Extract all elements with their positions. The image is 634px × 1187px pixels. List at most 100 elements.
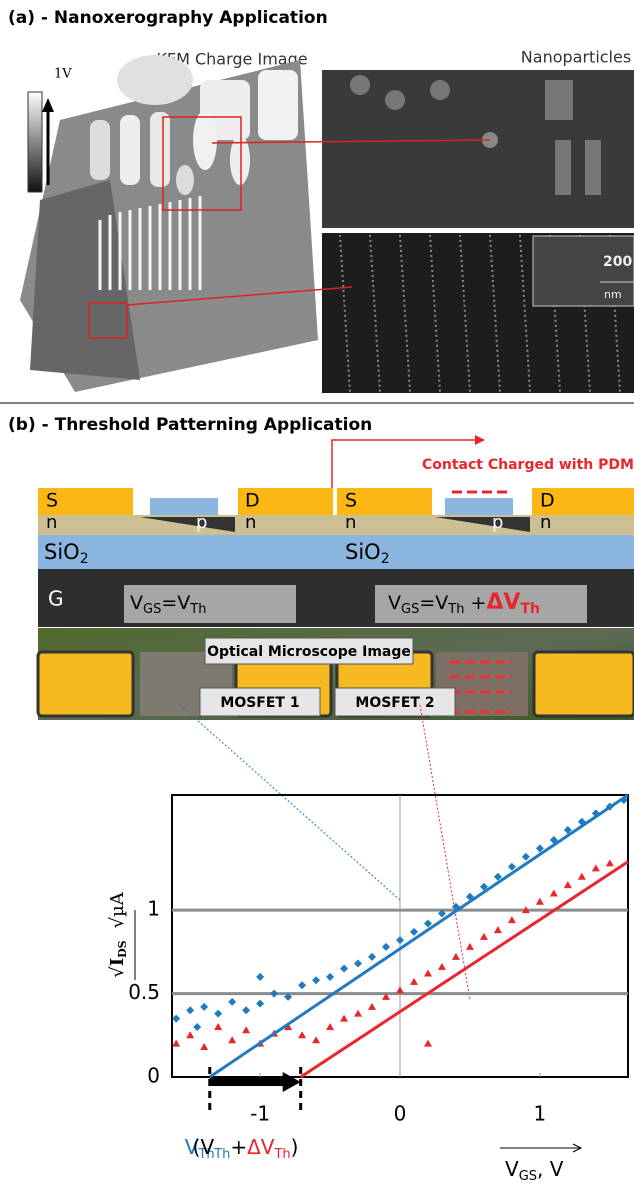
- data-point: [578, 873, 586, 880]
- doping-label: n: [46, 512, 57, 533]
- text: V: [505, 1157, 519, 1181]
- data-point: [298, 981, 306, 989]
- data-point: [368, 953, 376, 961]
- data-point: [592, 864, 600, 871]
- x-axis-label: VGS, V: [505, 1157, 564, 1184]
- text: GS: [519, 1169, 537, 1184]
- data-point: [410, 928, 418, 936]
- data-point: [508, 863, 516, 871]
- y-tick-label: 0.5: [128, 980, 160, 1004]
- data-point: [242, 1006, 250, 1014]
- data-point: [424, 970, 432, 977]
- data-point: [214, 1023, 222, 1030]
- data-point: [214, 1010, 222, 1018]
- data-point: [298, 1031, 306, 1038]
- doping-label: n: [345, 512, 356, 533]
- text: Th: [273, 1147, 290, 1162]
- text: Th: [213, 1147, 230, 1162]
- y-tick-label: 0: [147, 1064, 160, 1088]
- data-point: [410, 978, 418, 985]
- data-point: [340, 965, 348, 973]
- data-point: [424, 1040, 432, 1047]
- inset-unit: nm: [604, 288, 622, 301]
- text: +: [464, 592, 486, 614]
- y-axis-label: √IDS √µA: [107, 891, 129, 978]
- data-point: [354, 1010, 362, 1017]
- device-label: MOSFET 2: [355, 695, 434, 711]
- data-point: [200, 1003, 208, 1011]
- annotation: Contact Charged with PDMS: [422, 457, 634, 473]
- data-point: [312, 1036, 320, 1043]
- data-point: [172, 1015, 180, 1023]
- text: SiO: [44, 540, 80, 564]
- y-tick-label: 1: [147, 897, 160, 921]
- data-point: [452, 953, 460, 960]
- data-point: [368, 1003, 376, 1010]
- doping-label: p: [196, 512, 207, 533]
- optical-image: [38, 628, 634, 720]
- data-point: [228, 998, 236, 1006]
- text: Th: [189, 602, 206, 617]
- text: ΔV: [247, 1135, 275, 1159]
- data-point: [606, 859, 614, 866]
- fit-line: [301, 862, 628, 1077]
- scale-label: 1V: [54, 67, 72, 82]
- data-point: [550, 889, 558, 896]
- text: V: [130, 592, 143, 614]
- data-point: [200, 1043, 208, 1050]
- text: V: [388, 592, 401, 614]
- inset-label: 200: [603, 254, 632, 270]
- text: I: [107, 958, 128, 966]
- data-point: [242, 1026, 250, 1033]
- data-point: [340, 1015, 348, 1022]
- text: GS: [143, 602, 161, 617]
- data-point: [193, 1023, 201, 1031]
- doping-label: n: [245, 512, 256, 533]
- data-point: [256, 973, 264, 981]
- data-point: [466, 943, 474, 950]
- data-point: [354, 960, 362, 968]
- terminal-label: D: [245, 490, 260, 512]
- terminal-label: S: [345, 490, 357, 512]
- terminal-label: S: [46, 490, 58, 512]
- data-point: [508, 916, 516, 923]
- data-point: [186, 1031, 194, 1038]
- data-point: [522, 853, 530, 861]
- data-point: [438, 963, 446, 970]
- fit-line: [210, 795, 628, 1077]
- doping-label: n: [540, 512, 551, 533]
- data-point: [228, 1036, 236, 1043]
- terminal-label: D: [540, 490, 555, 512]
- text: +: [230, 1135, 247, 1159]
- data-point: [480, 933, 488, 940]
- text: Th: [447, 602, 464, 617]
- text: SiO: [345, 540, 381, 564]
- text: =V: [419, 592, 448, 614]
- image-label: Optical Microscope Image: [207, 644, 411, 660]
- x-tick-label: 0: [394, 1102, 407, 1126]
- data-point: [396, 986, 404, 993]
- data-point: [564, 881, 572, 888]
- shift-arrow: [283, 1072, 301, 1092]
- guide-lines: [180, 705, 470, 1000]
- data-point: [270, 990, 278, 998]
- text: =V: [161, 592, 190, 614]
- text: , V: [537, 1157, 564, 1181]
- text: √µA: [107, 891, 128, 928]
- text: DS: [116, 940, 129, 958]
- text: (V: [193, 1135, 215, 1159]
- device-label: MOSFET 1: [220, 695, 299, 711]
- x-tick-label: -1: [250, 1102, 270, 1126]
- data-point: [536, 898, 544, 905]
- data-point: [396, 936, 404, 944]
- layer-label: G: [48, 587, 64, 611]
- data-point: [312, 976, 320, 984]
- kfm-image: [20, 55, 318, 392]
- text: √: [107, 966, 128, 978]
- text: 2: [80, 551, 89, 567]
- doping-label: p: [492, 512, 503, 533]
- data-point: [494, 926, 502, 933]
- data-point: [172, 1040, 180, 1047]
- text: ΔV: [486, 590, 520, 615]
- panel-title: (a) - Nanoxerography Application: [8, 8, 328, 28]
